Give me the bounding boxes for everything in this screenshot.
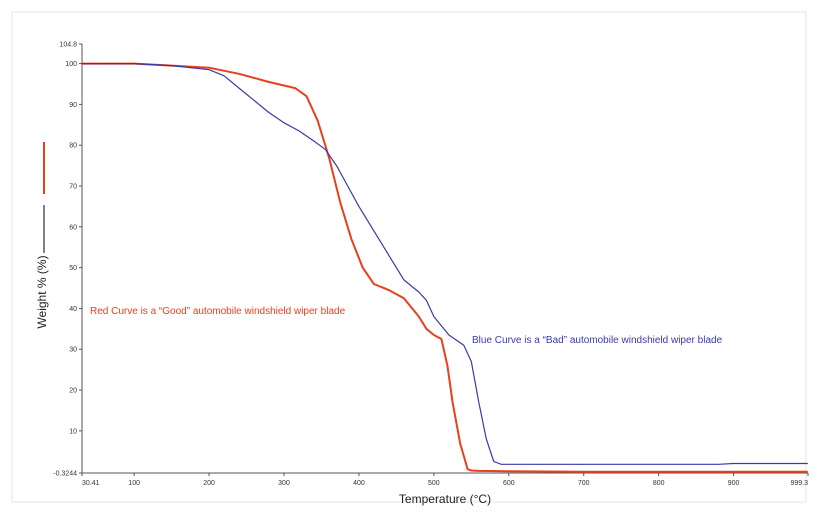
axes (81, 44, 808, 474)
series-layer (81, 62, 808, 473)
x-tick-label: 300 (278, 480, 290, 487)
x-tick-label: 200 (203, 480, 215, 487)
x-tick-label: 700 (578, 480, 590, 487)
x-tick-label: 600 (503, 480, 515, 487)
x-ticks: 30.41 100 200 300 400 500 600 700 800 900 999.3 (81, 473, 809, 487)
x-tick-label: 400 (353, 480, 365, 487)
chart-frame (11, 11, 807, 503)
y-tick-label: 60 (69, 224, 77, 231)
annotation-red-curve: Red Curve is a “Good” automobile windshi… (90, 306, 346, 317)
y-axis-title: Weight % (%) (35, 255, 49, 328)
x-tick-label: 800 (653, 480, 665, 487)
y-tick-label: 100 (65, 61, 77, 68)
y-tick-label: 90 (69, 102, 77, 109)
x-axis-title: Temperature (°C) (399, 492, 491, 506)
series-line-red (81, 62, 808, 473)
y-tick-label: 80 (69, 143, 77, 150)
y-tick-label: 20 (69, 388, 77, 395)
y-tick-label: -0.3244 (53, 471, 77, 478)
y-tick-label: 30 (69, 347, 77, 354)
annotation-blue-curve: Blue Curve is a “Bad” automobile windshi… (472, 335, 723, 346)
y-tick-label: 40 (69, 306, 77, 313)
x-tick-label: 100 (128, 480, 140, 487)
x-tick-label: 30.41 (82, 480, 100, 487)
y-ticks: -0.3244 10 20 30 40 50 60 70 80 90 100 104.8 (53, 42, 82, 478)
y-tick-label: 50 (69, 265, 77, 272)
series-line-blue (81, 62, 808, 465)
x-tick-label: 999.3 (790, 480, 808, 487)
x-tick-label: 500 (428, 480, 440, 487)
y-tick-label: 104.8 (59, 42, 77, 49)
x-tick-label: 900 (728, 480, 740, 487)
y-tick-label: 70 (69, 184, 77, 191)
y-tick-label: 10 (69, 428, 77, 435)
